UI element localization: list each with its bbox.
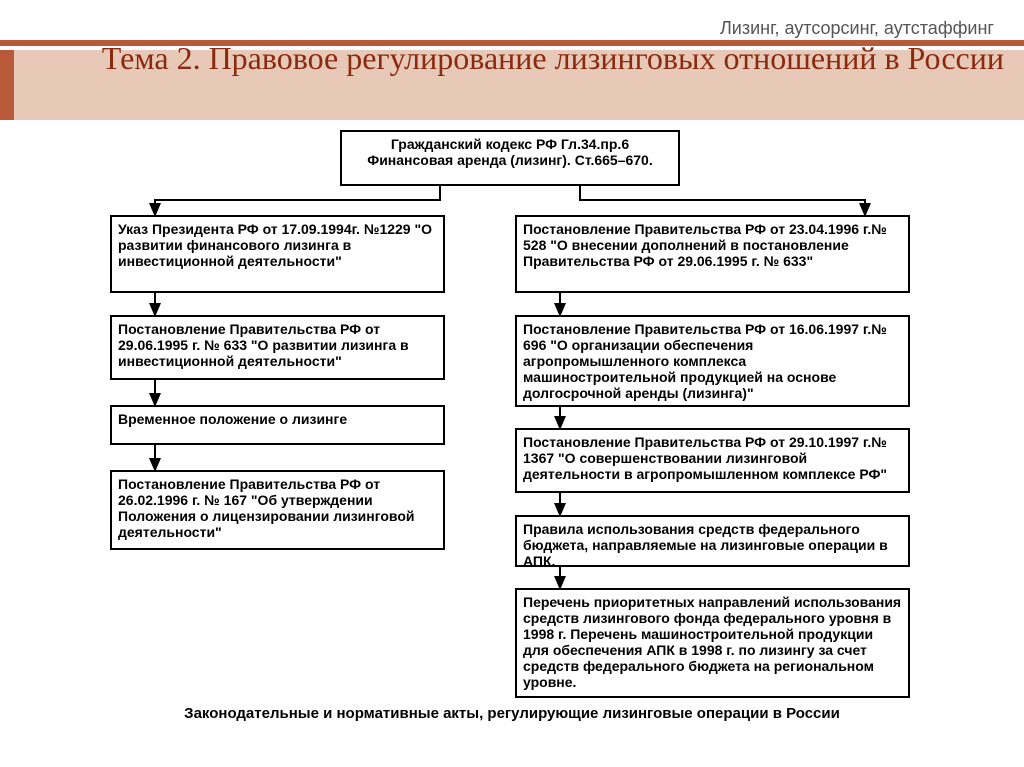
node-left-3-temporary-regulation: Временное положение о лизинге bbox=[110, 405, 445, 445]
node-right-1-gov-decree-528: Постановление Правительства РФ от 23.04.… bbox=[515, 215, 910, 293]
node-right-2-gov-decree-696: Постановление Правительства РФ от 16.06.… bbox=[515, 315, 910, 407]
flowchart-container: Гражданский кодекс РФ Гл.34.пр.6 Финансо… bbox=[40, 130, 984, 740]
node-left-2-gov-decree-633: Постановление Правительства РФ от 29.06.… bbox=[110, 315, 445, 380]
diagram-caption: Законодательные и нормативные акты, регу… bbox=[40, 705, 984, 722]
slide-title: Тема 2. Правовое регулирование лизинговы… bbox=[60, 40, 1004, 77]
node-right-5-priority-list: Перечень приоритетных направлений исполь… bbox=[515, 588, 910, 698]
node-root-civil-code: Гражданский кодекс РФ Гл.34.пр.6 Финансо… bbox=[340, 130, 680, 186]
node-left-4-gov-decree-167: Постановление Правительства РФ от 26.02.… bbox=[110, 470, 445, 550]
node-right-4-budget-rules: Правила использования средств федерально… bbox=[515, 515, 910, 567]
slide-supertitle: Лизинг, аутсорсинг, аутстаффинг bbox=[720, 18, 994, 39]
node-left-1-presidential-decree-1229: Указ Президента РФ от 17.09.1994г. №1229… bbox=[110, 215, 445, 293]
node-right-3-gov-decree-1367: Постановление Правительства РФ от 29.10.… bbox=[515, 428, 910, 493]
